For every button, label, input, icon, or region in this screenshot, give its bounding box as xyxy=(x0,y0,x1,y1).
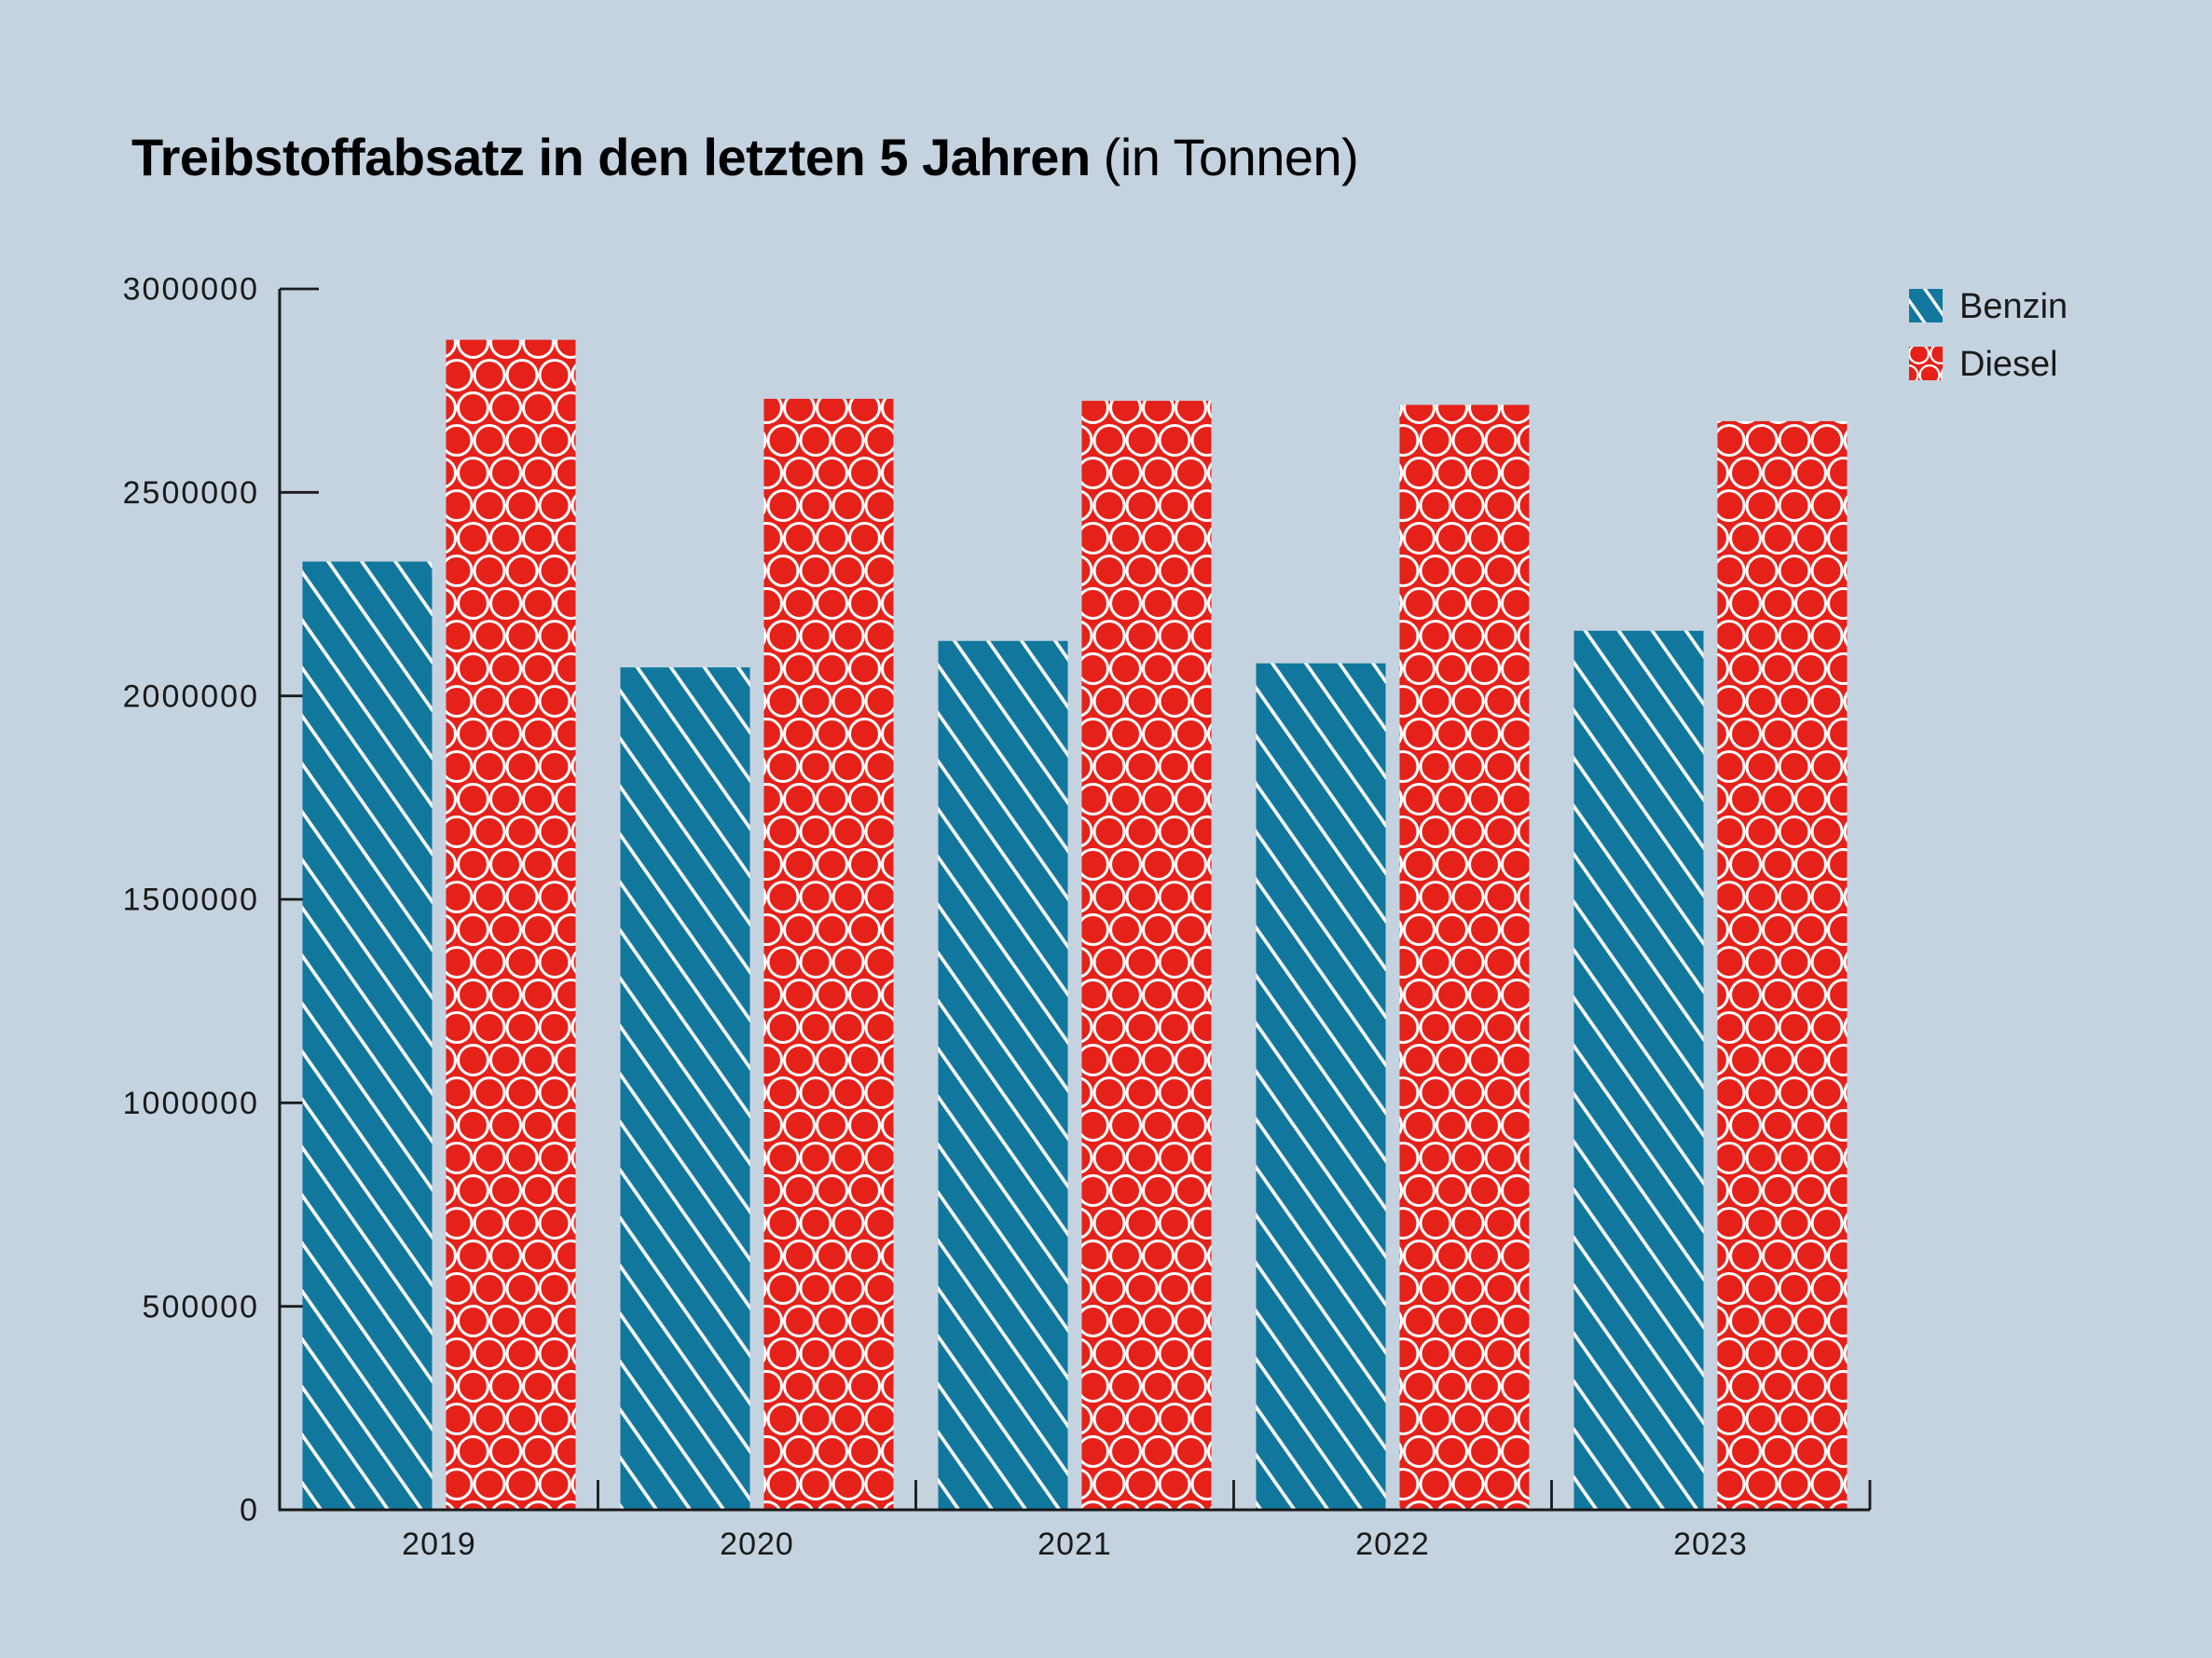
y-tick-label-3000000: 3000000 xyxy=(123,272,259,308)
y-tick-label-2500000: 2500000 xyxy=(123,475,259,511)
y-tick-label-1500000: 1500000 xyxy=(123,883,259,918)
bar-diesel-2023 xyxy=(1717,420,1848,1511)
y-tick-label-500000: 500000 xyxy=(143,1289,259,1324)
bar-diesel-2021 xyxy=(1081,401,1212,1510)
x-label-2023: 2023 xyxy=(1673,1527,1748,1562)
legend-label-diesel: Diesel xyxy=(1959,345,2058,384)
bar-benzin-2019 xyxy=(302,561,433,1510)
bar-diesel-2022 xyxy=(1399,404,1530,1511)
y-tick-label-1000000: 1000000 xyxy=(123,1086,259,1121)
x-label-2022: 2022 xyxy=(1355,1527,1430,1562)
bar-benzin-2022 xyxy=(1256,663,1386,1510)
y-tick-label-0: 0 xyxy=(240,1493,259,1528)
x-label-2019: 2019 xyxy=(402,1527,476,1562)
axes xyxy=(278,289,1870,1512)
axis-frame xyxy=(278,289,1870,1512)
chart-title-unit: (in Tonnen) xyxy=(1103,128,1359,186)
legend-label-benzin: Benzin xyxy=(1959,287,2068,326)
x-axis-labels: 2019 2020 2021 2022 2023 xyxy=(402,1527,1748,1562)
legend: Benzin Diesel xyxy=(1909,287,2068,384)
legend-swatch-benzin xyxy=(1909,289,1943,322)
legend-swatch-diesel xyxy=(1909,347,1943,380)
x-label-2021: 2021 xyxy=(1037,1527,1112,1562)
bar-groups xyxy=(302,339,1848,1511)
x-axis-ticks xyxy=(597,1480,1872,1510)
bar-diesel-2019 xyxy=(446,339,576,1510)
y-tick-label-2000000: 2000000 xyxy=(123,678,259,714)
bar-benzin-2020 xyxy=(620,667,750,1510)
bar-benzin-2023 xyxy=(1573,630,1704,1510)
bar-benzin-2021 xyxy=(938,640,1068,1510)
x-label-2020: 2020 xyxy=(720,1527,794,1562)
chart-title: Treibstoffabsatz in den letzten 5 Jahren… xyxy=(131,128,1359,186)
chart-title-main: Treibstoffabsatz in den letzten 5 Jahren xyxy=(131,128,1091,186)
bar-diesel-2020 xyxy=(763,398,894,1510)
y-axis-labels: 0 500000 1000000 1500000 2000000 2500000 30000… xyxy=(123,272,259,1528)
